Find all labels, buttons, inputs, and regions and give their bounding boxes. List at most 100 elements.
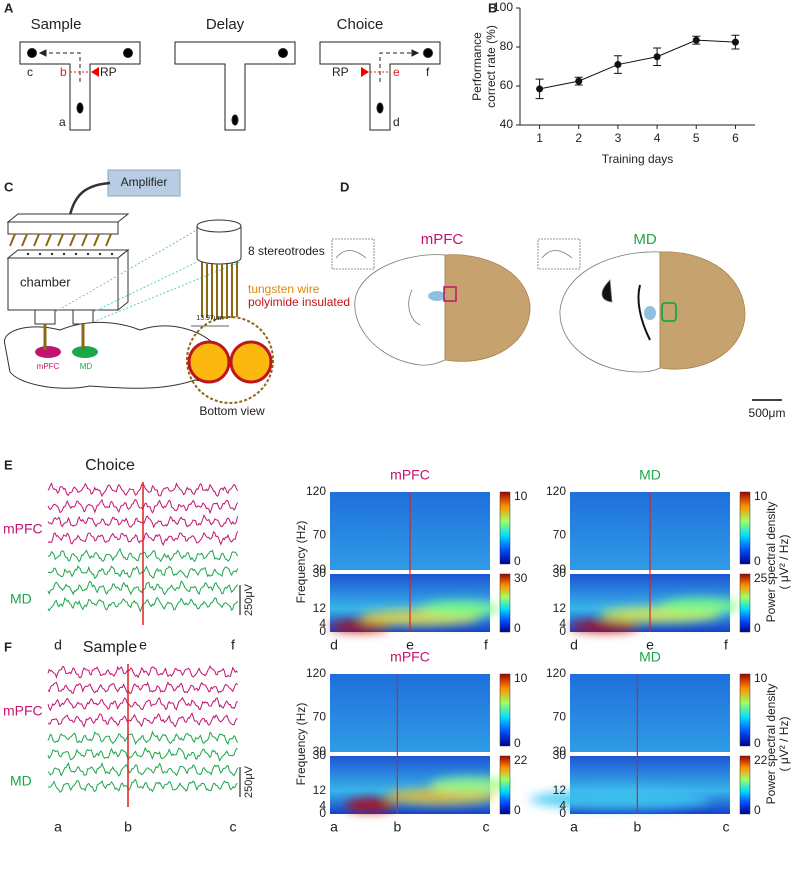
point <box>614 61 622 69</box>
y-tick-label: 30 <box>553 566 567 580</box>
colorbar-label: 10 <box>754 671 768 685</box>
event-label: d <box>330 637 338 653</box>
y-tick-label: 30 <box>313 562 327 576</box>
lfp-trace <box>47 730 239 746</box>
point <box>653 53 661 61</box>
colorbar <box>739 673 751 747</box>
maze-point: RP <box>332 65 349 79</box>
maze-title: Sample <box>31 16 82 33</box>
scale-label: 250μV <box>243 583 255 616</box>
y-tick-label: 80 <box>500 39 514 53</box>
event-label: c <box>230 819 237 835</box>
event-label: e <box>139 637 147 653</box>
psd-label: ( μV² / Hz) <box>777 717 791 772</box>
frequency-label: Frequency (Hz) <box>294 521 308 604</box>
lfp-trace <box>47 665 238 679</box>
colorbar-label: 0 <box>514 621 521 635</box>
chamber-label: chamber <box>20 274 71 289</box>
x-tick-label: 1 <box>536 131 543 145</box>
setup-drawing <box>4 169 274 404</box>
event-label: a <box>330 819 338 835</box>
lfp-trace <box>47 696 238 712</box>
hotspot <box>345 798 395 813</box>
line <box>539 39 736 90</box>
y-tick-label: 12 <box>553 783 567 797</box>
spectrogram-title: mPFC <box>390 649 430 665</box>
panel-label: E <box>4 457 13 472</box>
region-label: MD <box>633 231 656 248</box>
event-label: d <box>570 637 578 653</box>
colorbar-label: 0 <box>754 736 761 750</box>
spectrogram-hotspots <box>330 600 500 633</box>
maze-choice <box>319 41 441 131</box>
x-tick-label: 5 <box>693 131 700 145</box>
event-label: f <box>724 637 728 653</box>
region-label: MD <box>10 773 32 789</box>
y-tick-label: 30 <box>313 748 327 762</box>
y-tick-label: 30 <box>313 744 327 758</box>
spectrogram-hotspots <box>345 777 510 813</box>
y-tick-label: 60 <box>500 78 514 92</box>
event-label: c <box>483 819 490 835</box>
colorbar <box>499 573 511 633</box>
hotspot <box>530 789 710 810</box>
maze-point: a <box>59 115 66 129</box>
hotspot <box>430 777 510 793</box>
y-tick-label: 4 <box>319 798 326 812</box>
event-label: b <box>393 819 401 835</box>
spectrogram-hotspots <box>530 789 710 810</box>
y-tick-label: 12 <box>313 601 327 615</box>
maze-point: RP <box>100 65 117 79</box>
y-tick-label: 30 <box>313 566 327 580</box>
y-tick-label: 0 <box>319 624 326 638</box>
region-label: MD <box>80 362 93 371</box>
y-tick-label: 4 <box>559 798 566 812</box>
colorbar-label: 0 <box>754 803 761 817</box>
event-label: f <box>484 637 488 653</box>
frequency-label: Frequency (Hz) <box>294 703 308 786</box>
y-tick-label: 70 <box>553 528 567 542</box>
lfp-trace <box>47 712 238 728</box>
point <box>575 77 583 85</box>
stereotrodes-label: 8 stereotrodes <box>248 244 325 258</box>
x-tick-label: 4 <box>654 131 661 145</box>
spectrogram-title: mPFC <box>390 467 430 483</box>
y-tick-label: 12 <box>313 783 327 797</box>
maze-title: Delay <box>206 16 245 33</box>
spectrogram-title: MD <box>639 467 661 483</box>
colorbar <box>739 755 751 815</box>
event-label: e <box>406 637 414 653</box>
spectrogram-high <box>330 674 490 752</box>
hotspot <box>570 620 640 633</box>
event-label: b <box>124 819 132 835</box>
maze-delay <box>174 41 296 131</box>
y-axis-label: Performance <box>470 32 484 101</box>
x-tick-label: 3 <box>615 131 622 145</box>
diameter-label: 13.97μm <box>196 315 224 322</box>
y-tick-label: 70 <box>313 710 327 724</box>
x-axis-label: Training days <box>602 152 674 166</box>
colorbar-label: 10 <box>754 489 768 503</box>
colorbar <box>499 755 511 815</box>
maze-point: f <box>426 65 430 79</box>
maze-sample <box>19 41 141 131</box>
y-tick-label: 12 <box>553 601 567 615</box>
y-tick-label: 4 <box>319 616 326 630</box>
colorbar-label: 22 <box>754 753 768 767</box>
lfp-trace <box>47 681 238 695</box>
point <box>731 38 739 46</box>
hotspot <box>330 620 390 633</box>
event-label: a <box>54 819 62 835</box>
amplifier-label: Amplifier <box>121 175 168 189</box>
row-title: Choice <box>85 457 135 474</box>
colorbar <box>739 491 751 565</box>
histology-drawing <box>331 238 782 401</box>
region-label: mPFC <box>3 521 43 537</box>
row-title: Sample <box>83 639 137 656</box>
colorbar-label: 10 <box>514 489 528 503</box>
panel-label: D <box>340 179 349 194</box>
event-label: f <box>231 637 235 653</box>
lfp-trace <box>47 746 238 762</box>
x-tick-label: 2 <box>575 131 582 145</box>
